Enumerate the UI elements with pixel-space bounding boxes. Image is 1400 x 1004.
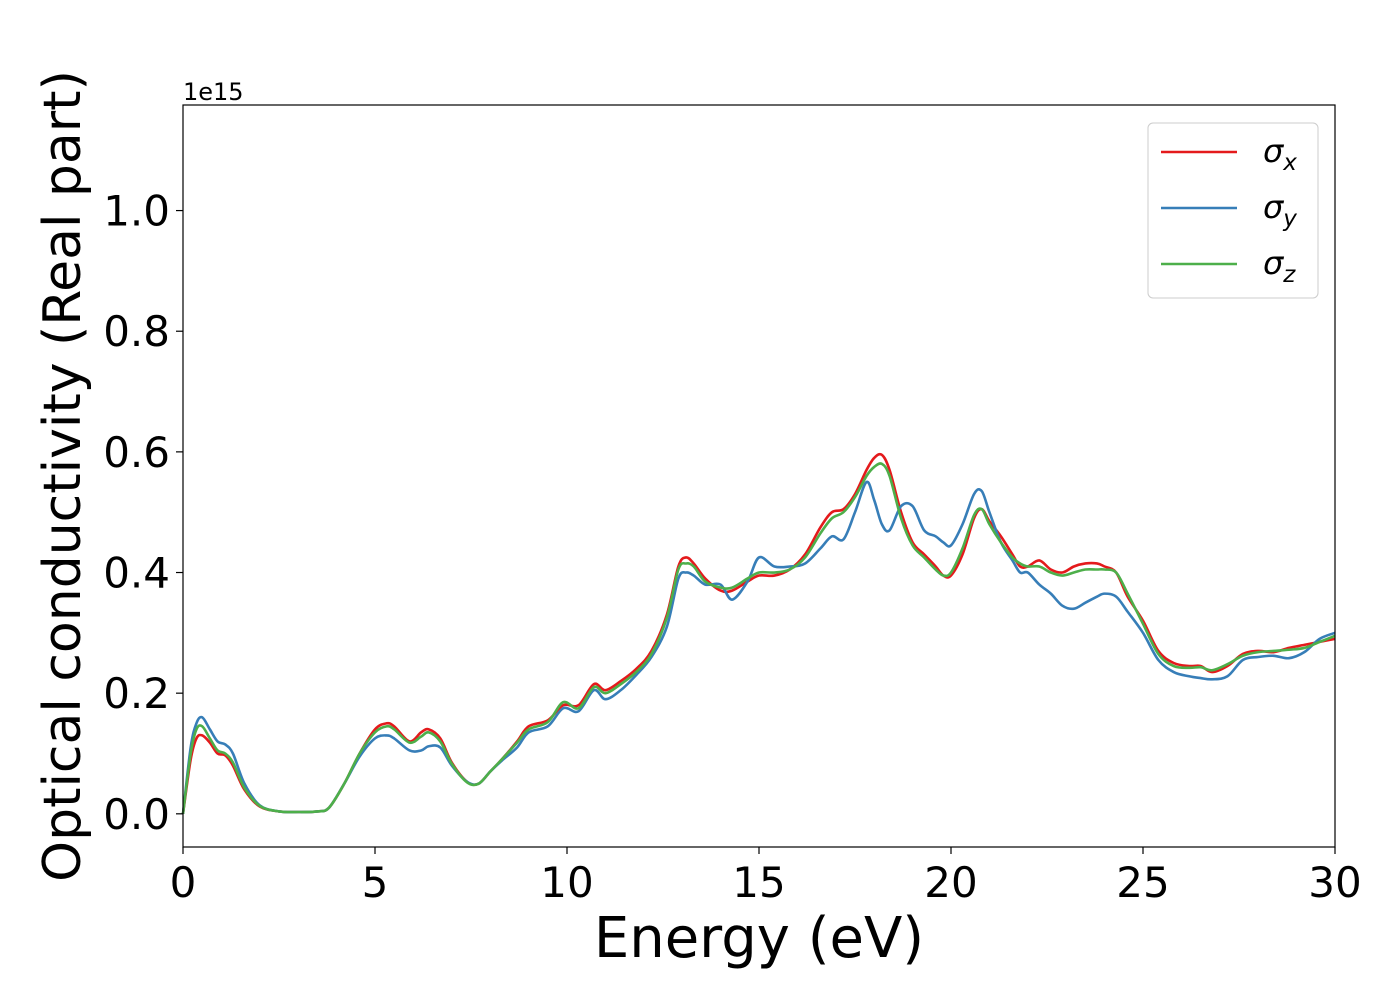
x-tick-label: 20	[924, 858, 977, 907]
legend-box	[1147, 122, 1319, 299]
legend-items: σx σy σz	[1161, 132, 1297, 288]
legend-label-z: σz	[1263, 244, 1296, 288]
series-layer	[181, 452, 1336, 815]
series-line-z	[181, 462, 1336, 814]
legend-label-x: σx	[1263, 132, 1297, 176]
y-tick-label: 0.2	[103, 669, 170, 718]
x-tick-label: 30	[1308, 858, 1361, 907]
x-tick-label: 25	[1116, 858, 1169, 907]
legend: σx σy σz	[1147, 122, 1319, 299]
x-axis-ticks: 0 5 10 15 20 25 30	[170, 847, 1362, 907]
x-tick-label: 15	[732, 858, 785, 907]
x-axis-label: Energy (eV)	[594, 906, 924, 971]
series-line-x	[181, 452, 1336, 815]
x-tick-label: 5	[362, 858, 389, 907]
y-tick-label: 0.0	[103, 790, 170, 839]
x-tick-label: 10	[540, 858, 593, 907]
legend-label-y: σy	[1263, 188, 1297, 232]
y-axis-ticks: 0.0 0.2 0.4 0.6 0.8 1.0	[103, 187, 183, 839]
x-tick-label: 0	[170, 858, 197, 907]
y-tick-label: 0.8	[103, 307, 170, 356]
y-axis-label: Optical conductivity (Real part)	[33, 70, 93, 882]
y-tick-label: 1.0	[103, 187, 170, 236]
series-line-y	[181, 480, 1336, 814]
y-tick-label: 0.6	[103, 428, 170, 477]
y-offset-text: 1e15	[183, 78, 244, 106]
y-tick-label: 0.4	[103, 549, 170, 598]
